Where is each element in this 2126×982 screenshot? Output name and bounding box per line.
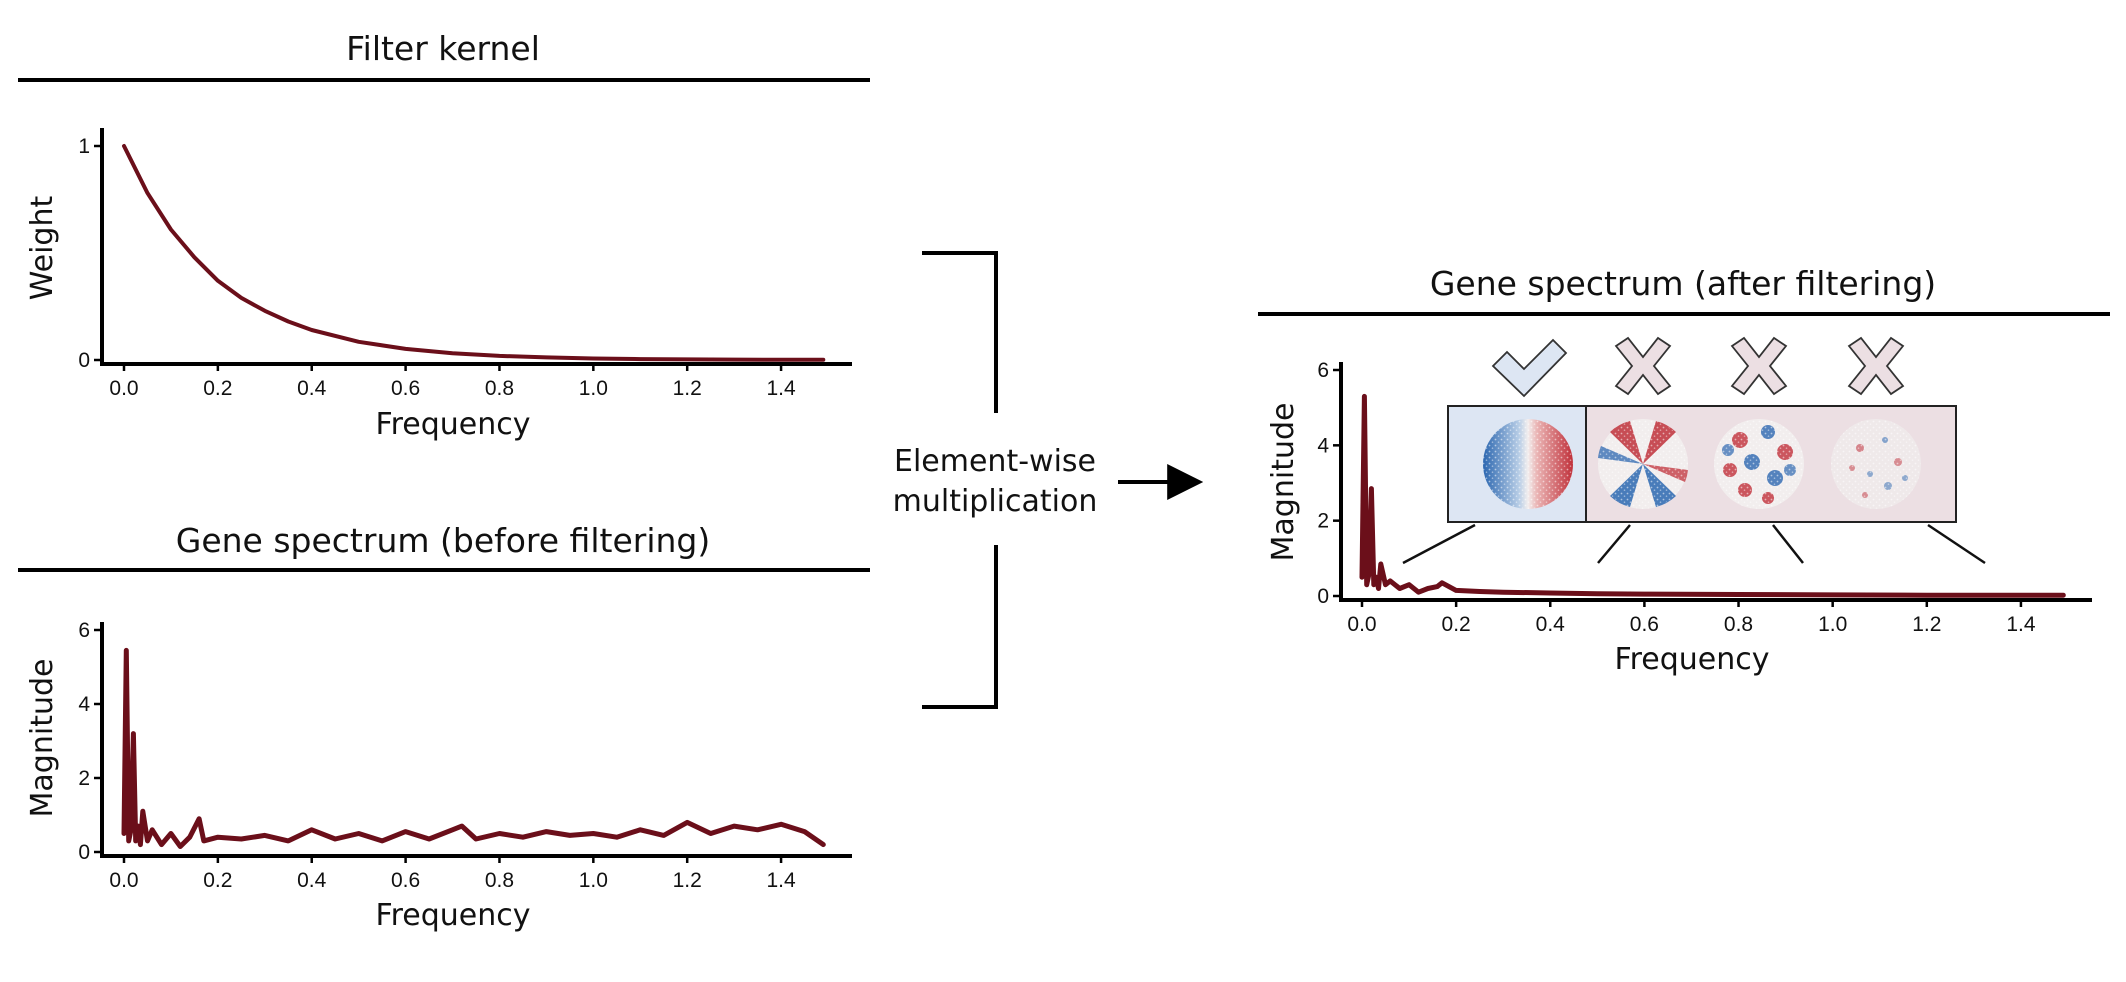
- x-tick-label: 0.6: [391, 377, 420, 400]
- x-tick-label: 1.0: [579, 377, 608, 400]
- series-line: [1359, 393, 2066, 598]
- operation-group: Element-wise multiplication: [893, 251, 1204, 709]
- x-tick-label: 0.6: [1630, 613, 1659, 636]
- x-tick-label: 1.4: [766, 869, 796, 892]
- y-tick-label: 0: [1317, 585, 1329, 608]
- x-tick-label: 0.8: [1724, 613, 1753, 636]
- pattern-disc-mid-frequency: [1598, 419, 1688, 509]
- x-axis-label: Frequency: [376, 407, 531, 442]
- panel-title: Gene spectrum (before filtering): [176, 521, 710, 560]
- y-axis-label: Magnitude: [1266, 403, 1301, 562]
- operation-label-line1: Element-wise: [894, 444, 1096, 479]
- connector-line: [1927, 523, 1986, 565]
- x-tick-label: 1.2: [1912, 613, 1941, 636]
- y-tick-label: 2: [1317, 510, 1329, 533]
- x-tick-label: 1.0: [1818, 613, 1847, 636]
- connector-line: [1402, 523, 1476, 565]
- pattern-disc-high-frequency: [1714, 419, 1804, 509]
- spectrum-after-plot: 0.0 0.2 0.4 0.6 0.8 1.0 1.2 1.4 0 2 4 6: [1317, 359, 2092, 636]
- x-tick-label: 0.4: [297, 869, 327, 892]
- y-axis-label: Weight: [25, 196, 60, 301]
- x-tick-label: 1.2: [673, 377, 702, 400]
- pattern-disc-low-frequency: [1483, 419, 1573, 509]
- operation-label-line2: multiplication: [893, 484, 1098, 519]
- inset-border: [1447, 405, 1957, 523]
- cross-icon: [1730, 336, 1788, 396]
- y-tick-label: 4: [1317, 434, 1329, 457]
- kernel-plot: 0.0 0.2 0.4 0.6 0.8 1.0 1.2 1.4 0 1: [78, 128, 852, 400]
- x-tick-label: 0.2: [203, 377, 232, 400]
- x-tick-label: 0.8: [485, 869, 514, 892]
- x-tick-label: 1.0: [579, 869, 608, 892]
- x-tick-label: 1.2: [673, 869, 702, 892]
- y-axis-label: Magnitude: [25, 659, 60, 818]
- y-tick-label: 6: [1317, 359, 1329, 382]
- panel-title: Filter kernel: [346, 29, 540, 68]
- connector-line: [1772, 524, 1804, 564]
- x-tick-label: 0.0: [1347, 613, 1376, 636]
- y-tick-label: 0: [78, 841, 90, 864]
- bracket-bottom: [922, 545, 998, 709]
- x-tick-label: 0.4: [297, 377, 327, 400]
- x-tick-label: 1.4: [2006, 613, 2036, 636]
- y-tick-label: 6: [78, 619, 90, 642]
- checkmark-icon: [1491, 338, 1568, 398]
- y-tick-label: 0: [78, 349, 90, 372]
- spectrum-before-plot: 0.0 0.2 0.4 0.6 0.8 1.0 1.2 1.4 0 2 4 6: [78, 619, 852, 892]
- x-tick-label: 0.4: [1536, 613, 1566, 636]
- y-tick-label: 1: [78, 135, 90, 158]
- pattern-inset: [1402, 336, 1986, 565]
- pattern-disc-noise: [1831, 419, 1921, 509]
- x-tick-label: 0.0: [109, 377, 138, 400]
- x-axis-label: Frequency: [1615, 642, 1770, 677]
- x-axis-label: Frequency: [376, 898, 531, 933]
- filter-kernel-panel: Filter kernel 0.0 0.2 0.4 0.6 0.8 1.0 1.2 1.4 0 1…: [18, 29, 870, 442]
- y-tick-label: 4: [78, 693, 90, 716]
- x-tick-label: 1.4: [766, 377, 796, 400]
- series-line: [122, 144, 826, 362]
- x-tick-label: 0.6: [391, 869, 420, 892]
- x-tick-label: 0.8: [485, 377, 514, 400]
- y-tick-label: 2: [78, 767, 90, 790]
- connector-line: [1597, 524, 1631, 564]
- x-tick-label: 0.2: [1442, 613, 1471, 636]
- cross-icon: [1614, 336, 1672, 396]
- x-tick-label: 0.0: [109, 869, 138, 892]
- cross-icon: [1847, 336, 1905, 396]
- series-line: [121, 647, 826, 849]
- spectrum-before-panel: Gene spectrum (before filtering) 0.0 0.2 0…: [18, 521, 870, 933]
- panel-title: Gene spectrum (after filtering): [1430, 264, 1936, 303]
- bracket-top: [922, 251, 998, 413]
- x-tick-label: 0.2: [203, 869, 232, 892]
- spectrum-after-panel: Gene spectrum (after filtering) 0.0 0.2 0.…: [1258, 264, 2110, 677]
